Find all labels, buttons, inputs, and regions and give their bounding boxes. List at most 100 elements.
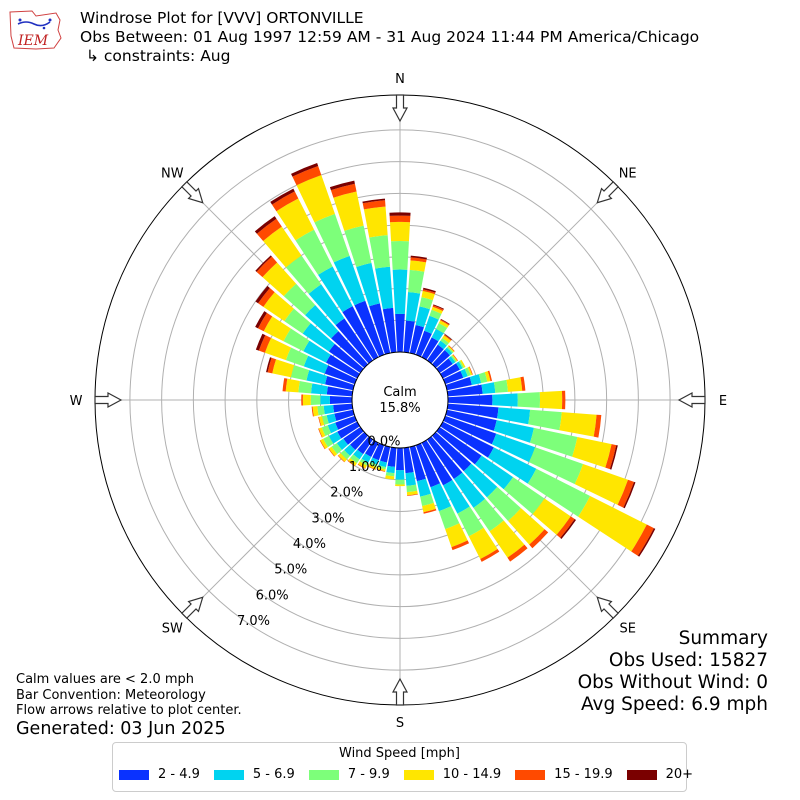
bar-wnw-217.5-speedbin-5: [347, 460, 356, 467]
bar-nnw-112.5-speedbin-6: [623, 481, 636, 509]
bar-s-300-speedbin-1: [325, 354, 360, 379]
calm-note: Calm values are < 2.0 mph: [16, 672, 195, 687]
bar-ese-37.5-speedbin-6: [444, 334, 453, 341]
bar-wsw-82.5-speedbin-3: [493, 379, 508, 393]
bar-sse-172.5-speedbin-4: [406, 490, 418, 496]
calm-circle: [351, 351, 449, 449]
bar-ese-157.5-speedbin-2: [430, 483, 452, 512]
bar-nne-7.5-speedbin-6: [410, 255, 427, 260]
bar-w-330-speedbin-4: [276, 198, 315, 241]
bar-nne-247.5-speedbin-3: [321, 425, 332, 436]
flow-arrow-e: [677, 391, 706, 409]
bar-nne-127.5-speedbin-3: [503, 477, 545, 515]
bar-n-120-speedbin-5: [631, 524, 654, 556]
bar-wnw-97.5-speedbin-3: [528, 409, 562, 431]
radial-tick-label-5: 5.0%: [274, 563, 307, 578]
bar-sse-292.5-speedbin-1: [324, 365, 357, 385]
bar-ene-22.5-speedbin-4: [431, 306, 443, 314]
bar-wsw-202.5-speedbin-2: [370, 457, 379, 465]
flow-arrow-w: [94, 391, 123, 409]
bar-nw-225-speedbin-1: [350, 431, 369, 450]
bar-n-0-speedbin-6: [389, 212, 411, 216]
compass-label-s: S: [396, 716, 404, 731]
legend-label-6: 20+: [665, 767, 694, 782]
bar-s-60-speedbin-3: [458, 360, 465, 369]
bar-sse-172.5-speedbin-5: [407, 493, 418, 496]
bar-nnw-112.5-speedbin-2: [491, 433, 536, 463]
bar-s-300-speedbin-2: [303, 340, 331, 363]
bar-sw-315-speedbin-6: [255, 255, 272, 272]
compass-label-w: W: [70, 394, 83, 409]
summary-heading: Summary: [678, 628, 768, 649]
flow-arrows-note: Flow arrows relative to plot center.: [16, 703, 242, 718]
bar-s-180-speedbin-2: [395, 470, 405, 480]
bar-w-210-speedbin-2: [361, 453, 372, 463]
bar-nne-7.5-speedbin-1: [403, 320, 415, 353]
bar-se-285-speedbin-3: [290, 365, 310, 381]
legend-label-5: 15 - 19.9: [554, 767, 613, 782]
bar-sw-75-speedbin-1: [445, 377, 472, 391]
legend-label-4: 10 - 14.9: [442, 767, 502, 782]
bar-nne-247.5-speedbin-4: [318, 427, 326, 438]
bar-ene-142.5-speedbin-3: [473, 498, 504, 532]
radial-tick-label-4: 4.0%: [293, 537, 326, 552]
bar-ssw-187.5-speedbin-3: [385, 472, 395, 477]
bar-wsw-202.5-speedbin-3: [369, 461, 378, 467]
bar-sse-172.5-speedbin-2: [405, 472, 417, 486]
iem-logo: IEM: [9, 10, 62, 50]
bar-w-90-speedbin-2: [492, 393, 518, 407]
bar-convention-note: Bar Convention: Meteorology: [16, 687, 206, 703]
bar-n-240-speedbin-3: [323, 435, 334, 448]
bar-nne-247.5-speedbin-1: [335, 415, 357, 430]
bar-nne-7.5-speedbin-5: [410, 257, 427, 263]
bar-ese-277.5-speedbin-1: [326, 386, 353, 397]
bar-ne-15-speedbin-5: [422, 289, 436, 295]
bar-ene-262.5-speedbin-1: [333, 403, 353, 413]
bar-n-0-speedbin-2: [392, 269, 408, 315]
bar-s-180-speedbin-1: [396, 447, 404, 471]
bar-e-30-speedbin-3: [435, 323, 448, 334]
bar-sw-75-speedbin-2: [469, 374, 482, 386]
bar-e-150-speedbin-2: [443, 479, 470, 514]
bar-s-300-speedbin-3: [283, 328, 310, 352]
bar-nne-127.5-speedbin-4: [532, 498, 571, 535]
bar-sw-315-speedbin-5: [256, 256, 278, 278]
bar-ne-255-speedbin-2: [326, 413, 337, 424]
bar-ssw-67.5-speedbin-1: [443, 370, 464, 385]
bar-sw-75-speedbin-4: [484, 371, 491, 382]
calm-value: 15.8%: [379, 401, 420, 416]
bar-sse-292.5-speedbin-3: [285, 347, 309, 367]
legend-swatch-6: [626, 769, 657, 780]
bar-se-285-speedbin-1: [325, 376, 355, 391]
flow-arrow-sw: [181, 596, 204, 619]
bar-ese-37.5-speedbin-2: [437, 340, 447, 350]
bar-n-0-speedbin-5: [389, 215, 411, 223]
bar-wnw-217.5-speedbin-2: [353, 449, 364, 460]
bar-n-240-speedbin-1: [337, 421, 360, 439]
bar-nnw-232.5-speedbin-1: [343, 427, 364, 445]
compass-label-n: N: [395, 72, 405, 87]
bar-se-165-speedbin-1: [409, 445, 426, 482]
bar-nne-127.5-speedbin-1: [436, 427, 482, 465]
bar-sw-315-speedbin-2: [305, 305, 339, 339]
bar-n-240-speedbin-2: [328, 431, 342, 444]
bar-sw-195-speedbin-2: [378, 460, 387, 468]
bar-e-30-speedbin-5: [440, 319, 450, 326]
bar-ene-262.5-speedbin-5: [311, 406, 314, 417]
bar-ssw-67.5-speedbin-5: [468, 366, 473, 375]
bar-sse-292.5-speedbin-2: [303, 355, 329, 374]
bar-se-45-speedbin-4: [447, 345, 455, 353]
bar-sw-315-speedbin-3: [283, 283, 316, 316]
legend-item-6: 20+: [626, 767, 694, 782]
bar-nw-105-speedbin-6: [609, 445, 618, 470]
bar-ese-37.5-speedbin-4: [442, 335, 451, 344]
bar-s-300-speedbin-4: [263, 316, 291, 342]
bar-sse-52.5-speedbin-3: [450, 355, 457, 363]
flow-arrow-ne: [596, 181, 619, 204]
bar-ene-22.5-speedbin-6: [433, 304, 444, 310]
bar-wnw-337.5-speedbin-3: [314, 213, 350, 263]
bar-ene-142.5-speedbin-1: [427, 436, 463, 479]
bar-sse-52.5-speedbin-1: [436, 358, 453, 373]
bar-ne-15-speedbin-4: [421, 290, 435, 301]
